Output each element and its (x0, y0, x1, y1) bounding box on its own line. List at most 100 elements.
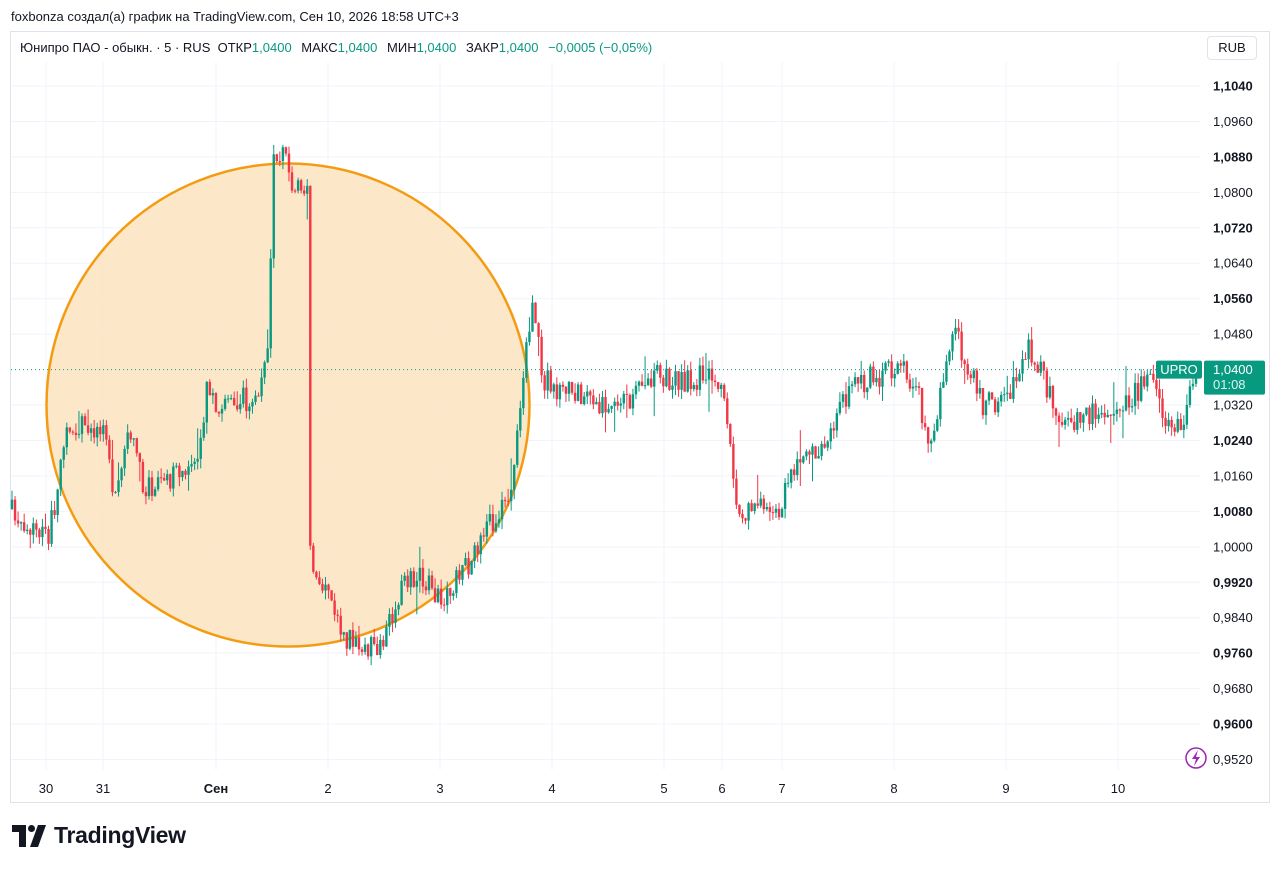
candle-body (433, 588, 437, 603)
candle-body (1027, 339, 1030, 360)
candle-body (1118, 409, 1122, 411)
candle-body (1057, 415, 1061, 423)
x-tick-label: 7 (778, 781, 785, 796)
candle-body (80, 416, 84, 434)
candle-body (41, 526, 44, 538)
candle-body (713, 380, 717, 383)
candle-body (1130, 406, 1134, 408)
candle-body (1155, 379, 1158, 390)
candle-body (379, 639, 382, 656)
candle-body (549, 370, 552, 392)
y-tick-label: 0,9840 (1213, 610, 1253, 625)
candle-body (564, 386, 568, 394)
candle-body (738, 504, 741, 514)
price-axis: 1,1040 1,0960 1,0880 1,0800 1,0720 1,0640 1,05… (1213, 79, 1253, 768)
candle-body (1073, 421, 1076, 430)
low-label: МИН (387, 40, 417, 55)
candle-body (926, 427, 930, 444)
candle-body (1021, 359, 1024, 374)
candle-body (35, 523, 38, 530)
candle-body (1094, 403, 1097, 420)
candle-body (698, 365, 702, 390)
candle-body (646, 378, 650, 386)
candle-body (1070, 417, 1073, 422)
candle-body (628, 394, 632, 409)
candle-body (409, 571, 412, 588)
y-tick-label: 1,0240 (1213, 433, 1253, 448)
candle-body (841, 394, 845, 402)
candle-body (625, 393, 629, 395)
candle-body (1091, 403, 1094, 425)
candle-body (251, 401, 254, 407)
candle-body (616, 401, 619, 406)
candle-body (339, 615, 342, 635)
candle-body (859, 374, 863, 384)
candle-body (534, 302, 537, 324)
candle-body (44, 526, 47, 530)
candle-body (653, 370, 656, 387)
candle-body (123, 448, 126, 469)
y-tick-label: 0,9600 (1213, 717, 1253, 732)
candle-body (181, 470, 184, 478)
candle-body (729, 424, 732, 445)
lightning-icon[interactable] (1185, 747, 1207, 769)
currency-button[interactable]: RUB (1207, 36, 1257, 60)
candle-body (747, 503, 750, 521)
candle-body (461, 565, 464, 580)
candle-body (214, 393, 218, 412)
candle-body (665, 368, 668, 387)
candle-body (452, 593, 455, 596)
candle-body (1191, 383, 1195, 387)
candle-body (631, 394, 635, 409)
candle-body (753, 503, 756, 512)
symbol-tag-label: UPRO (1160, 362, 1198, 377)
candle-body (817, 455, 820, 459)
candle-body (406, 575, 409, 588)
candle-body (229, 398, 233, 400)
candle-body (814, 446, 817, 459)
candle-body (1106, 414, 1109, 418)
candle-body (1079, 412, 1082, 423)
y-tick-label: 1,0960 (1213, 114, 1253, 129)
x-tick-label: 9 (1002, 781, 1009, 796)
candle-body (762, 498, 765, 510)
candle-body (1146, 374, 1149, 387)
candle-body (969, 374, 972, 379)
tradingview-brand[interactable]: TradingView (12, 822, 186, 849)
y-tick-label: 1,0720 (1213, 220, 1253, 235)
candle-body (248, 406, 251, 412)
candle-body (528, 331, 531, 343)
candle-body (427, 575, 431, 591)
candle-body (984, 400, 988, 416)
candle-body (503, 499, 507, 501)
candle-body (887, 361, 890, 363)
candle-body (476, 545, 479, 555)
candle-body (561, 384, 565, 387)
candle-body (269, 258, 272, 349)
candle-body (187, 466, 190, 475)
candle-body (929, 440, 933, 444)
high-value: 1,0400 (337, 40, 378, 55)
candle-body (242, 387, 245, 404)
close-label: ЗАКР (465, 40, 499, 55)
candle-body (71, 431, 75, 433)
candle-body (1048, 386, 1052, 398)
candle-body (1006, 392, 1009, 395)
candle-body (832, 428, 835, 431)
candle-body (656, 365, 659, 371)
candle-body (920, 387, 924, 424)
candle-body (634, 385, 638, 395)
candle-body (302, 190, 306, 194)
candle-body (400, 580, 403, 605)
candle-body (902, 361, 906, 366)
candle-body (1003, 394, 1006, 396)
tradingview-logo-icon (12, 824, 46, 847)
candle-body (1009, 392, 1012, 399)
candle-body (309, 185, 312, 546)
y-tick-label: 1,0000 (1213, 539, 1253, 554)
candle-body (783, 482, 787, 509)
candle-body (863, 374, 866, 393)
candle-body (546, 370, 549, 391)
candle-body (1000, 394, 1003, 402)
